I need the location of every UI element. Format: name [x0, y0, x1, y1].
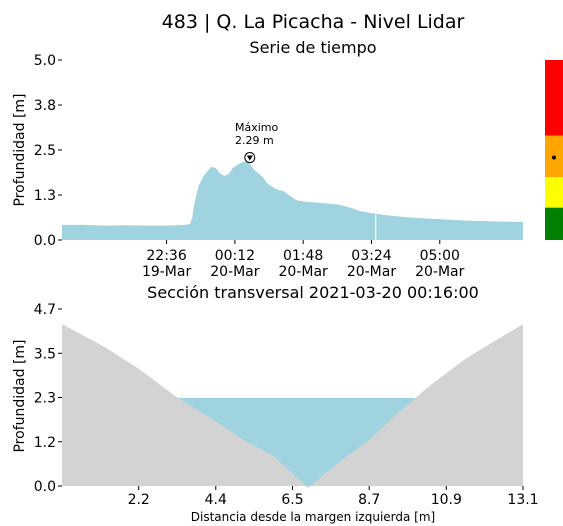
- y-tick-label: 5.0: [34, 53, 56, 69]
- cross-section-title: Sección transversal 2021-03-20 00:16:00: [147, 283, 479, 302]
- x-tick-date: 20-Mar: [279, 264, 329, 280]
- x-tick-label: 6.5: [281, 492, 303, 508]
- time-series-chart: Serie de tiempo 0.0 1.3 2.5 3.8 5.0 22:3619-…: [12, 38, 563, 280]
- x-tick-label: 13.1: [507, 492, 538, 508]
- x-tick-time: 03:24: [351, 248, 391, 264]
- series-area-0: [62, 161, 523, 240]
- cross-section-x-ticks: 2.2 4.4 6.5 8.7 10.9 13.1: [128, 486, 539, 508]
- y-tick-label: 3.8: [34, 98, 56, 114]
- x-tick-time: 01:48: [283, 248, 323, 264]
- x-tick-time: 00:12: [215, 248, 255, 264]
- time-series-y-ticks: 0.0 1.3 2.5 3.8 5.0: [34, 53, 62, 249]
- maximum-label: Máximo: [235, 121, 279, 134]
- cross-section-chart: Sección transversal 2021-03-20 00:16:00 …: [12, 283, 539, 524]
- maximum-annotation: Máximo 2.29 m: [235, 121, 279, 164]
- y-tick-label: 2.3: [34, 391, 56, 407]
- x-tick-time: 22:36: [146, 248, 186, 264]
- y-tick-label: 2.5: [34, 143, 56, 159]
- x-tick-time: 05:00: [420, 248, 460, 264]
- channel-bed: [62, 324, 523, 488]
- y-tick-label: 1.2: [34, 435, 56, 451]
- y-tick-label: 0.0: [34, 479, 56, 495]
- cross-section-y-ticks: 0.0 1.2 2.3 3.5 4.7: [34, 302, 62, 495]
- x-tick-date: 20-Mar: [210, 264, 260, 280]
- x-tick-label: 10.9: [431, 492, 462, 508]
- x-tick-date: 20-Mar: [347, 264, 397, 280]
- cross-section-plot: [61, 324, 524, 488]
- y-tick-label: 0.0: [34, 233, 56, 249]
- alert-level-bar: [545, 60, 563, 240]
- x-tick-date: 20-Mar: [415, 264, 465, 280]
- cross-section-y-label: Profundidad [m]: [12, 339, 28, 452]
- time-series-y-label: Profundidad [m]: [12, 93, 28, 206]
- figure-title: 483 | Q. La Picacha - Nivel Lidar: [162, 11, 465, 33]
- alert-level-segment: [545, 60, 563, 136]
- maximum-value: 2.29 m: [235, 134, 274, 147]
- time-series-plot: [61, 161, 524, 240]
- time-series-title: Serie de tiempo: [249, 38, 376, 57]
- alert-level-marker: [552, 155, 556, 160]
- cross-section-x-label: Distancia desde la margen izquierda [m]: [191, 510, 435, 524]
- x-tick-date: 19-Mar: [142, 264, 192, 280]
- y-tick-label: 4.7: [34, 302, 56, 318]
- y-tick-label: 1.3: [34, 188, 56, 204]
- x-tick-label: 2.2: [128, 492, 150, 508]
- x-tick-label: 8.7: [358, 492, 380, 508]
- y-tick-label: 3.5: [34, 346, 56, 362]
- time-series-x-ticks: 22:3619-Mar00:1220-Mar01:4820-Mar03:2420…: [142, 240, 465, 280]
- x-tick-label: 4.4: [205, 492, 227, 508]
- maximum-arrow: [246, 155, 253, 161]
- alert-level-segment: [545, 177, 563, 208]
- alert-level-segment: [545, 207, 563, 240]
